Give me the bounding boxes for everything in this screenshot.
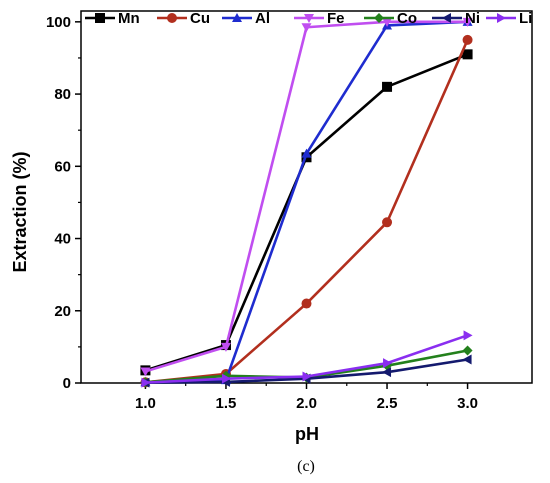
legend-item-li: Li	[486, 10, 532, 27]
legend-label-cu: Cu	[190, 10, 210, 27]
series-line-al	[145, 20, 468, 384]
data-point-li	[141, 377, 151, 388]
data-point-cu	[462, 34, 473, 45]
x-tick-label: 3.0	[457, 395, 478, 412]
series-li	[141, 330, 473, 388]
y-axis-title: Extraction (%)	[10, 151, 30, 272]
data-point-fe	[140, 367, 151, 377]
legend-label-co: Co	[397, 10, 417, 27]
y-tick-label: 60	[54, 158, 71, 175]
axis-ticks: 1.0 1.5 2.0 2.5 3.0 0 20 40 60 80 100	[46, 14, 478, 412]
plot-frame	[80, 10, 533, 384]
data-point-li	[221, 373, 231, 384]
data-point-li	[302, 371, 312, 382]
data-point-co	[462, 345, 473, 356]
data-point-mn	[462, 49, 473, 60]
series-line-mn	[145, 53, 469, 372]
series-lines	[140, 16, 473, 388]
legend-marker-co	[374, 13, 384, 23]
data-point-li	[463, 330, 473, 341]
data-point-li	[383, 358, 393, 369]
x-tick-label: 1.5	[216, 395, 237, 412]
x-tick-label: 2.0	[296, 395, 317, 412]
legend-marker-al	[232, 13, 242, 22]
legend-marker-fe	[304, 14, 314, 23]
legend-label-fe: Fe	[327, 10, 345, 27]
data-point-cu	[382, 217, 393, 228]
series-mn	[140, 49, 473, 376]
y-tick-label: 80	[54, 86, 71, 103]
legend-marker-ni	[442, 13, 451, 23]
y-tick-label: 40	[54, 231, 71, 248]
legend-marker-mn	[95, 13, 105, 23]
legend-item-cu: Cu	[157, 10, 210, 27]
x-tick-label: 2.5	[377, 395, 398, 412]
legend-item-al: Al	[222, 10, 270, 27]
data-point-al	[301, 148, 312, 158]
legend-label-ni: Ni	[465, 10, 480, 27]
y-tick-label: 20	[54, 303, 71, 320]
y-tick-label: 100	[46, 14, 71, 31]
data-point-fe	[301, 23, 312, 33]
legend-item-co: Co	[364, 10, 417, 27]
data-point-mn	[382, 81, 393, 92]
data-point-fe	[382, 17, 393, 27]
data-point-fe	[220, 342, 231, 352]
legend-item-mn: Mn	[85, 10, 140, 27]
data-point-cu	[301, 298, 312, 309]
legend-marker-li	[497, 13, 506, 23]
series-cu	[140, 34, 473, 388]
data-point-fe	[462, 17, 473, 27]
x-axis-title: pH	[295, 424, 319, 444]
data-point-ni	[382, 367, 392, 378]
legend-label-al: Al	[255, 10, 270, 27]
legend-item-ni: Ni	[432, 10, 480, 27]
y-tick-label: 0	[63, 375, 71, 392]
legend-item-fe: Fe	[294, 10, 345, 27]
series-fe	[140, 17, 473, 377]
data-point-ni	[462, 354, 472, 365]
legend-label-li: Li	[519, 10, 532, 27]
figure-caption: (c)	[297, 458, 315, 475]
series-line-cu	[145, 39, 469, 384]
legend: Mn Cu Al Fe Co Ni Li	[85, 10, 532, 27]
legend-marker-cu	[167, 13, 177, 23]
x-tick-label: 1.0	[135, 395, 156, 412]
plot-area	[80, 10, 533, 384]
legend-label-mn: Mn	[118, 10, 140, 27]
